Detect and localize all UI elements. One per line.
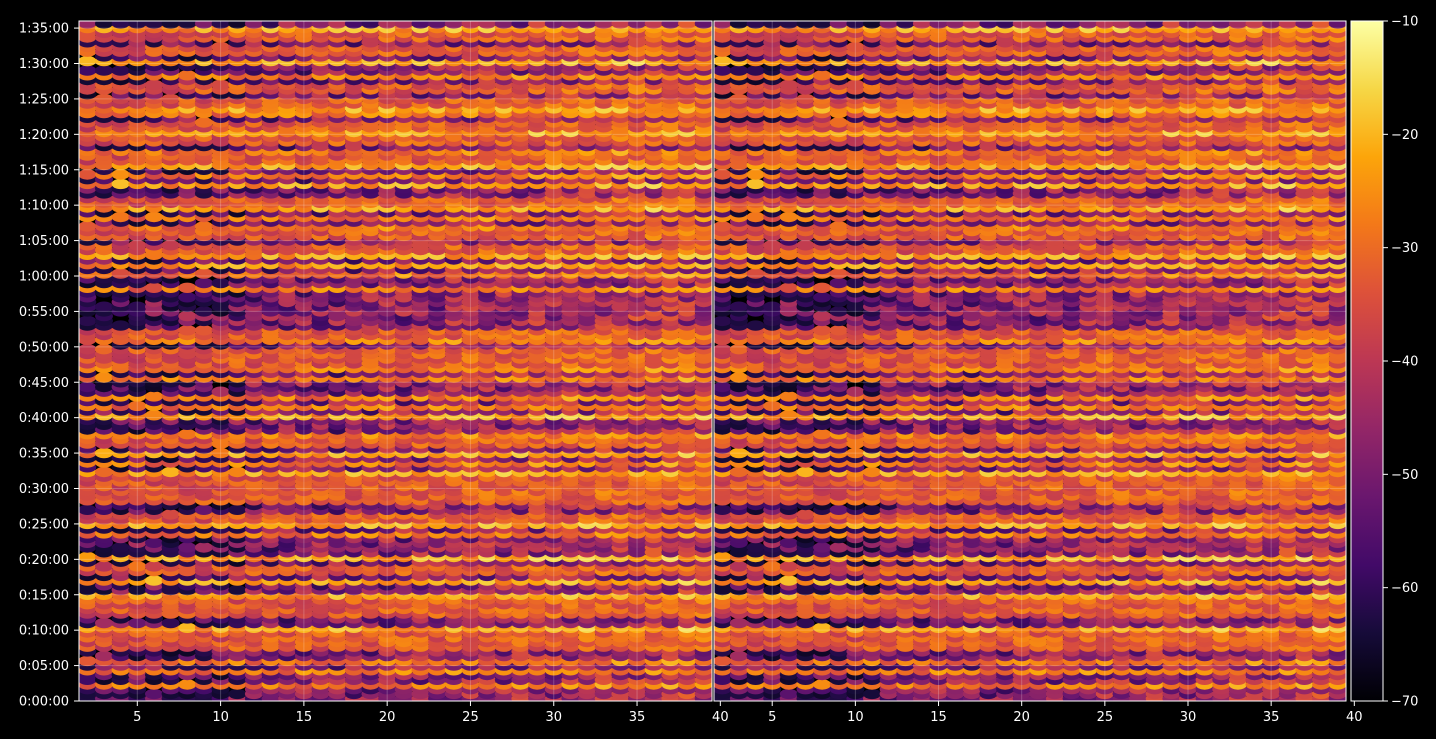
heat-cell [178, 70, 197, 81]
heat-cell [178, 679, 197, 690]
heat-cell [95, 344, 113, 355]
heat-cell [111, 65, 130, 76]
heat-cell [211, 79, 230, 91]
heat-cell [194, 117, 213, 128]
heat-cell [111, 211, 130, 223]
heat-cell [194, 221, 213, 232]
heat-cell [95, 372, 113, 383]
heat-cell [228, 466, 247, 478]
heat-cell [211, 277, 230, 289]
heat-cell [161, 617, 180, 629]
heat-cell [194, 504, 213, 515]
heat-cell [95, 561, 113, 572]
heat-cell [178, 292, 197, 303]
heat-cell [194, 277, 213, 289]
heat-cell [111, 178, 130, 190]
heat-cell [178, 542, 197, 553]
heat-cell [228, 504, 247, 515]
heat-cell [145, 537, 163, 548]
heat-cell [128, 617, 147, 629]
heat-cell [145, 561, 163, 572]
heat-cell [194, 306, 213, 317]
heat-cell [111, 268, 130, 279]
heat-cell [128, 301, 147, 312]
heat-cell [145, 410, 163, 421]
heat-cell [178, 282, 197, 293]
heat-cell [211, 447, 230, 459]
heat-cell [79, 655, 97, 667]
heat-cell [111, 542, 130, 553]
heat-cell [211, 386, 230, 397]
heat-cell [79, 169, 97, 180]
heat-cell [178, 310, 197, 322]
heat-cell [194, 268, 213, 279]
heat-cell [228, 688, 247, 700]
heat-cell [178, 622, 197, 633]
heat-cell [145, 282, 163, 293]
heat-cell [95, 617, 113, 629]
heat-cell [111, 169, 130, 180]
heat-cell [79, 504, 97, 515]
heat-cell [79, 221, 97, 232]
heat-cell [128, 584, 147, 596]
heat-cell [145, 391, 163, 402]
heat-cell [79, 344, 97, 355]
heat-cell [228, 584, 247, 596]
left-panel: 5 10 15 20 25 30 35 40 [78, 20, 729, 725]
heat-cell [128, 561, 147, 572]
heat-cell [128, 400, 147, 412]
heat-cell [95, 650, 113, 662]
heat-cell [178, 325, 197, 336]
heat-cell [161, 466, 180, 478]
heat-cell [161, 93, 180, 105]
heat-cell [79, 381, 97, 393]
heat-cell [161, 240, 180, 251]
heat-cell [145, 79, 163, 91]
heat-cell [145, 688, 163, 700]
heat-cell [194, 325, 213, 336]
heat-cell [194, 542, 213, 553]
heat-cell [79, 65, 97, 76]
heat-cell [95, 466, 113, 478]
heat-cell [79, 315, 97, 327]
heat-cell [95, 93, 113, 105]
heat-cell [161, 509, 180, 520]
heat-cell [145, 575, 163, 586]
heat-cell [95, 65, 113, 76]
heat-cell [178, 429, 197, 440]
heat-cell [111, 320, 130, 331]
heat-cell [145, 211, 163, 223]
left-heat-cells [79, 21, 712, 701]
heat-cell [79, 551, 97, 563]
heat-cell [128, 240, 147, 251]
heat-cell [95, 447, 113, 459]
heat-cell [95, 301, 113, 312]
